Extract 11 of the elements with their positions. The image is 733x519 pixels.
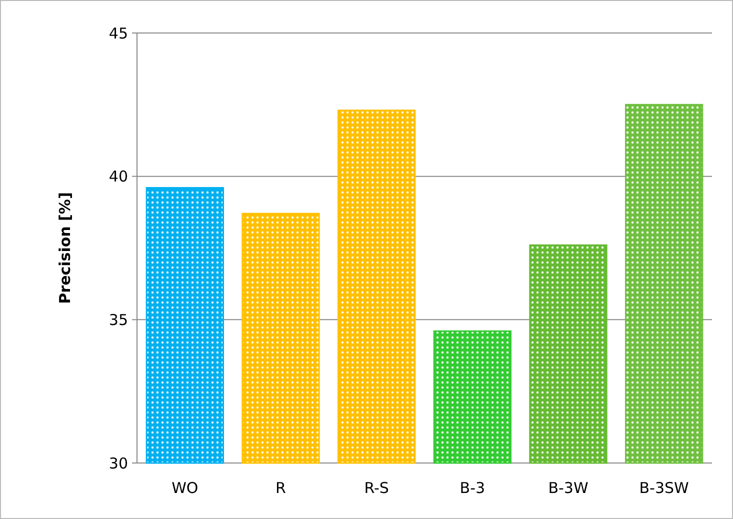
x-tick-label: B-3W xyxy=(548,479,588,497)
y-tick-label: 35 xyxy=(108,310,128,329)
x-tick-label: B-3SW xyxy=(639,479,690,497)
x-tick-label: R-S xyxy=(364,479,389,497)
x-tick-label: R xyxy=(276,479,286,497)
y-tick-label: 30 xyxy=(108,454,128,472)
x-tick-label: WO xyxy=(172,479,198,497)
y-tick-label: 45 xyxy=(108,24,128,42)
y-tick-label: 40 xyxy=(108,168,128,186)
x-tick-label: B-3 xyxy=(460,479,486,497)
y-axis-title: Precision [%] xyxy=(56,192,74,304)
